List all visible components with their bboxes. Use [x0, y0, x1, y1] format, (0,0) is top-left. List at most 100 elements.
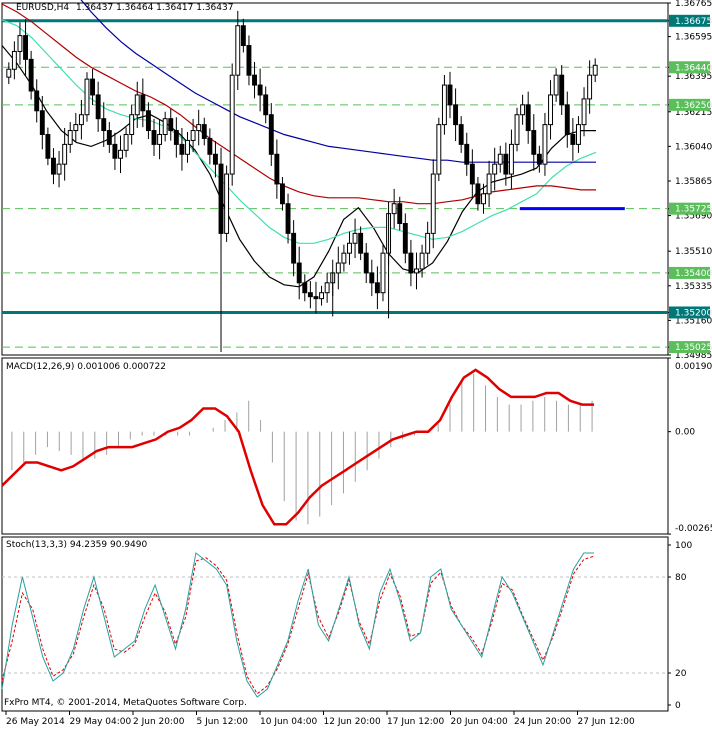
price-tick-label-2: 1.36595: [675, 33, 712, 43]
level-badge-label-0: 1.36675: [675, 17, 712, 27]
candle-body-42: [240, 25, 246, 47]
macd-panel-frame: [1, 357, 669, 535]
level-badge-label-2: 1.36250: [675, 101, 712, 111]
candle-body-3: [23, 35, 29, 60]
candle-body-66: [374, 282, 380, 294]
candle-body-85: [481, 193, 486, 205]
candle-body-48: [274, 153, 280, 185]
candle-body-28: [162, 118, 168, 136]
level-badge-4: [669, 266, 710, 279]
candle-body-103: [581, 98, 587, 126]
candle-body-40: [229, 74, 235, 175]
candle-body-54: [307, 292, 313, 298]
price-tick-label-4: 1.36395: [675, 72, 712, 82]
candle-body-0: [6, 68, 12, 78]
candle-body-43: [246, 45, 252, 76]
candle-body-10: [62, 143, 68, 165]
candle-body-17: [101, 118, 107, 132]
level-badge-6: [669, 341, 710, 354]
stochastic-panel-frame: [1, 536, 669, 712]
candle-body-102: [575, 124, 581, 145]
time-tick-label-5: 12 Jun 20:00: [324, 717, 381, 727]
level-badge-label-6: 1.35025: [675, 343, 712, 353]
ohlc-values: 1.36437 1.36464 1.36417 1.36437: [76, 3, 234, 13]
candle-body-5: [34, 90, 40, 112]
symbol-label: EURUSD,H4: [16, 3, 70, 13]
candle-body-82: [464, 143, 470, 165]
candle-body-47: [268, 114, 274, 155]
time-tick-label-0: 26 May 2014: [6, 717, 65, 727]
candle-body-69: [391, 203, 397, 215]
candle-body-44: [252, 74, 257, 86]
candle-body-21: [123, 134, 129, 151]
candle-body-38: [218, 163, 224, 234]
candle-body-72: [408, 252, 414, 274]
candle-body-2: [17, 35, 23, 52]
candle-body-67: [380, 252, 386, 294]
candle-body-25: [145, 110, 151, 132]
candle-body-60: [341, 252, 347, 264]
stochastic-main-line: [1, 552, 594, 698]
candle-body-93: [525, 104, 531, 132]
level-badge-1: [669, 61, 710, 74]
price-tick-label-15: 1.35160: [675, 316, 712, 326]
candle-body-33: [190, 130, 196, 141]
candle-body-105: [592, 64, 598, 76]
candle-body-51: [291, 232, 297, 264]
candle-body-19: [112, 143, 118, 159]
candle-body-46: [263, 94, 269, 116]
time-axis: 26 May 2014 29 May 04:00 2 Jun 20:00 5 Jun …: [5, 711, 635, 727]
candle-body-14: [84, 78, 90, 116]
time-tick-label-9: 27 Jun 12:00: [578, 717, 635, 727]
candle-body-88: [497, 153, 503, 165]
price-tick-label-8: 1.35865: [675, 177, 712, 187]
copyright-text: FxPro MT4, © 2001-2014, MetaQuotes Softw…: [4, 698, 247, 708]
macd-tick-label-0: 0.001907: [675, 362, 712, 372]
macd-tick-label-1: 0.00: [675, 428, 695, 438]
stochastic-panel[interactable]: 100 80 20 0: [1, 536, 692, 712]
price-tick-label-7: 1.36040: [675, 142, 712, 152]
candle-body-95: [536, 153, 542, 165]
candle-body-34: [196, 124, 202, 132]
candle-body-39: [224, 173, 230, 234]
candle-body-37: [212, 153, 218, 165]
time-tick-label-8: 24 Jun 20:00: [514, 717, 571, 727]
candle-body-32: [185, 139, 190, 155]
level-badge-3: [669, 202, 710, 215]
macd-title: MACD(12,26,9) 0.001006 0.000722: [6, 362, 166, 372]
moving-average-3: [80, 0, 596, 163]
price-tick-label-6: 1.36215: [675, 108, 712, 118]
candle-body-71: [402, 222, 408, 254]
candle-body-30: [173, 130, 179, 145]
time-tick-label-3: 5 Jun 12:00: [197, 717, 249, 727]
time-tick-label-4: 10 Jun 04:00: [260, 717, 317, 727]
macd-panel[interactable]: 0.001907 0.00 -0.002652: [1, 357, 712, 535]
candle-body-73: [414, 268, 419, 274]
candle-body-22: [129, 114, 135, 136]
candle-body-27: [157, 134, 163, 145]
stochastic-tick-label-3: 0: [675, 701, 681, 711]
candle-body-96: [542, 124, 548, 165]
candle-body-7: [45, 134, 51, 159]
time-tick-label-2: 2 Jun 20:00: [133, 717, 185, 727]
candle-body-24: [140, 94, 146, 112]
candle-body-12: [73, 124, 79, 132]
macd-tick-label-2: -0.002652: [675, 524, 712, 534]
candle-body-70: [397, 203, 403, 224]
level-badge-label-1: 1.36440: [675, 63, 712, 73]
candle-body-29: [168, 118, 174, 132]
level-badge-label-5: 1.35200: [675, 308, 712, 318]
candle-body-52: [296, 262, 302, 284]
candle-body-50: [285, 203, 291, 234]
candle-body-15: [90, 78, 96, 96]
candle-body-87: [492, 163, 498, 175]
time-tick-label-1: 29 May 04:00: [70, 717, 132, 727]
candle-body-64: [363, 252, 369, 274]
candle-body-41: [235, 25, 241, 76]
candle-body-79: [447, 84, 453, 106]
candle-body-31: [179, 143, 185, 155]
